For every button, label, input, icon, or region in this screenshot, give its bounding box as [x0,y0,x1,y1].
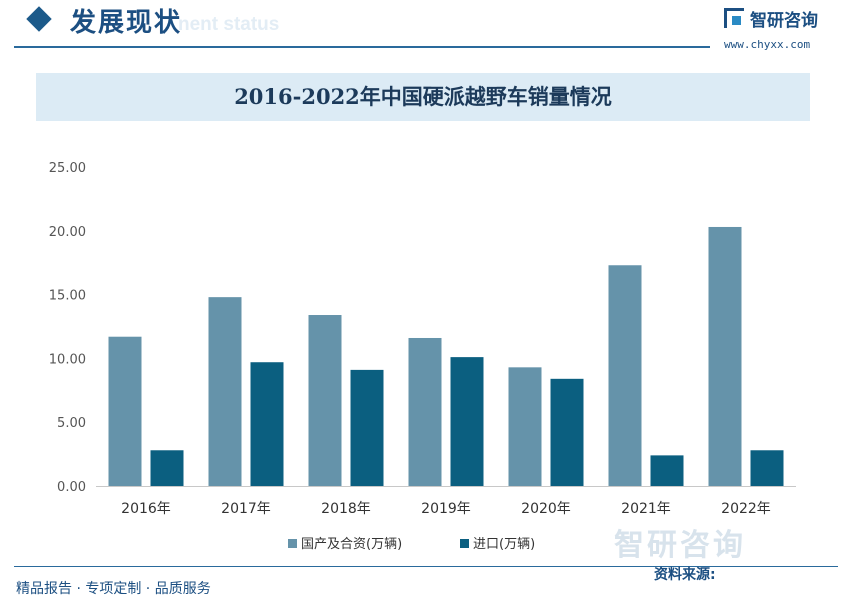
bar-import [550,378,584,486]
brand-logo: 智研咨询 www.chyxx.com [724,6,844,51]
legend-swatch-domestic [288,539,297,548]
x-tick-label: 2022年 [721,501,771,517]
y-tick-label: 0.00 [57,480,86,495]
x-tick-label: 2018年 [321,501,371,517]
chart-title-band: 2016-2022年中国硬派越野车销量情况 [36,73,810,121]
bar-import [350,369,384,486]
bar-domestic [508,367,542,486]
bar-import [750,450,784,486]
y-tick-label: 10.00 [49,352,86,367]
bar-domestic [208,297,242,486]
bar-import [450,357,484,486]
bar-domestic [708,226,742,487]
brand-url: www.chyxx.com [724,38,811,51]
brand-mark-icon [724,8,744,28]
bar-domestic [408,337,442,486]
chart-title: 2016-2022年中国硬派越野车销量情况 [234,84,612,109]
legend-label-domestic: 国产及合资(万辆) [301,537,403,552]
footer-divider [14,566,838,567]
bar-domestic [108,336,142,486]
bar-domestic [608,265,642,486]
legend-swatch-import [460,539,469,548]
x-tick-label: 2021年 [621,501,671,517]
brand-name: 智研咨询 [750,11,818,31]
page-header: nent status 发展现状 智研咨询 www.chyxx.com [0,0,852,52]
chart-legend: 国产及合资(万辆) 进口(万辆) [0,533,852,553]
brand-watermark: 智研咨询 [614,528,746,563]
y-tick-label: 15.00 [49,289,86,304]
bar-import [250,362,284,486]
source-label: 资料来源: [654,567,716,583]
x-tick-label: 2019年 [421,501,471,517]
y-tick-label: 20.00 [49,225,86,240]
section-title-en: nent status [178,14,280,35]
section-title: 发展现状 [70,8,183,38]
legend-label-import: 进口(万辆) [473,537,536,552]
legend-item-domestic: 国产及合资(万辆) [288,533,402,552]
bar-domestic [308,315,342,486]
footer-slogan: 精品报告 · 专项定制 · 品质服务 [16,581,211,597]
legend-item-import: 进口(万辆) [460,533,535,552]
y-tick-label: 5.00 [57,416,86,431]
x-tick-label: 2016年 [121,501,171,517]
x-tick-label: 2017年 [221,501,271,517]
bar-import [150,450,184,486]
header-divider [14,46,710,48]
x-tick-label: 2020年 [521,501,571,517]
y-tick-label: 25.00 [49,161,86,176]
bar-import [650,455,684,486]
